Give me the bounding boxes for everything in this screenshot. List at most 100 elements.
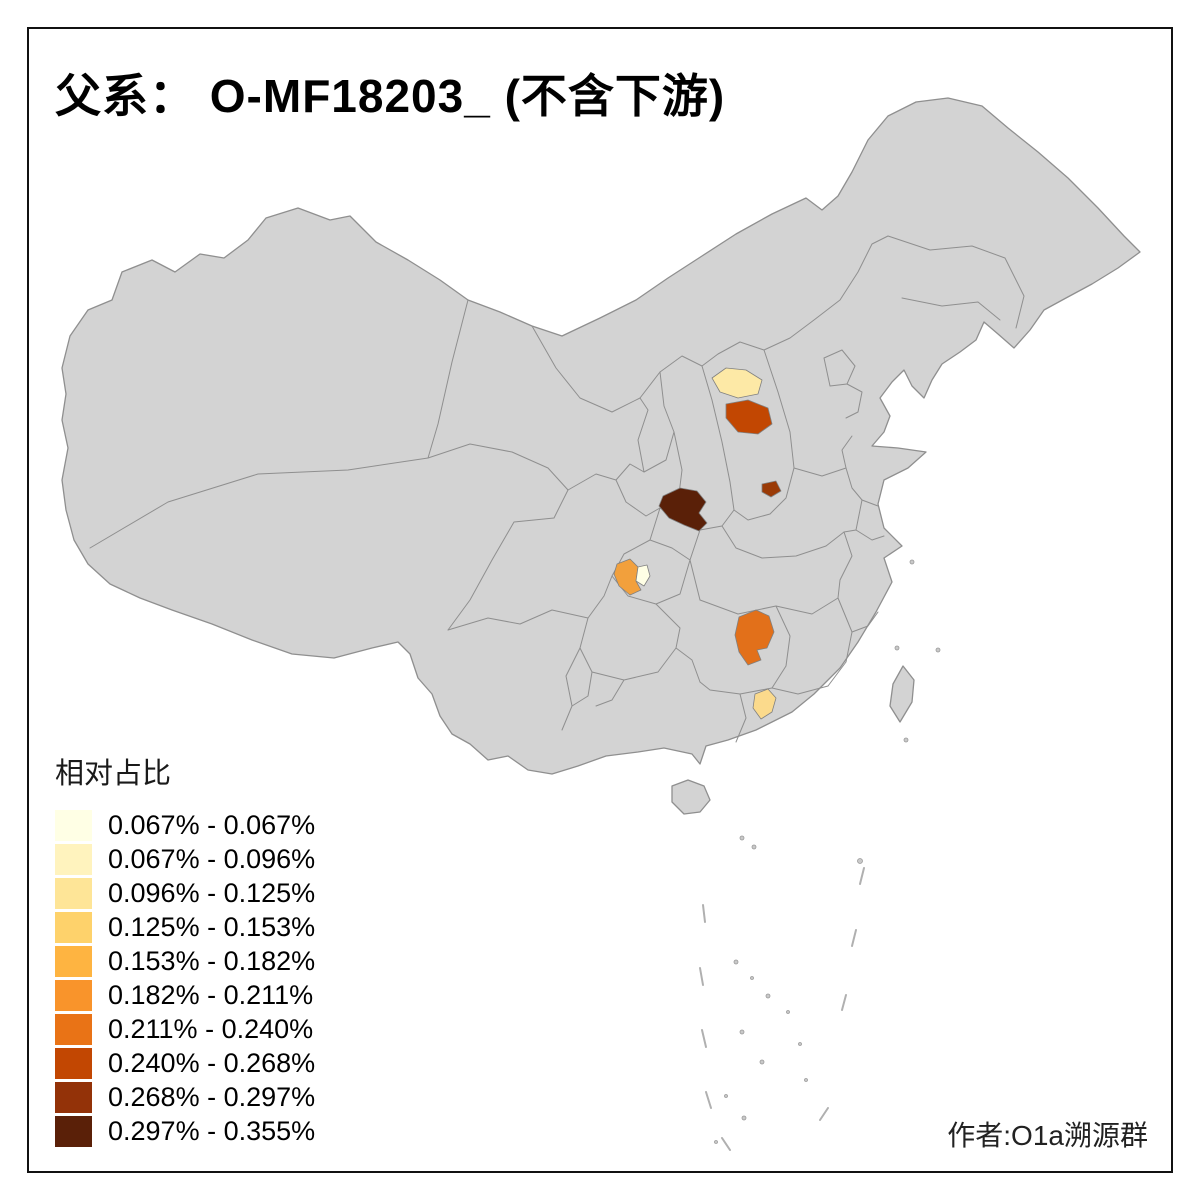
province-border — [531, 235, 889, 413]
choropleth-region — [734, 609, 775, 666]
figure-title: 父系： O-MF18203_ (不含下游) — [55, 70, 726, 122]
dash-segment — [702, 904, 706, 923]
dash-segment — [721, 1137, 731, 1151]
small-island — [751, 844, 757, 850]
province-border — [837, 499, 863, 599]
choropleth-region — [711, 367, 763, 399]
province-border — [887, 235, 1025, 329]
small-island — [935, 647, 941, 653]
legend-item: 0.268% - 0.297% — [55, 1082, 315, 1113]
legend-swatch — [55, 810, 92, 841]
province-border — [649, 539, 691, 561]
province-border — [851, 611, 879, 633]
province-border — [637, 397, 649, 473]
dash-segment — [705, 1091, 712, 1109]
mainland-china-outline — [61, 97, 1141, 775]
choropleth-region — [725, 399, 773, 435]
dash-segment — [701, 1029, 707, 1048]
legend-item: 0.125% - 0.153% — [55, 912, 315, 943]
small-island — [739, 835, 745, 841]
legend-swatch — [55, 1082, 92, 1113]
province-border — [447, 489, 569, 631]
small-island — [724, 1094, 728, 1098]
small-island — [857, 858, 863, 864]
choropleth-region — [752, 688, 777, 720]
dash-segment — [859, 867, 865, 885]
small-island — [903, 737, 909, 743]
province-border — [427, 299, 469, 459]
province-border — [855, 529, 885, 541]
small-island — [804, 1078, 808, 1082]
legend-item: 0.211% - 0.240% — [55, 1014, 315, 1045]
province-border — [699, 681, 773, 695]
highlighted-regions — [613, 367, 782, 720]
legend-item: 0.067% - 0.067% — [55, 810, 315, 841]
legend-swatch — [55, 946, 92, 977]
legend-swatch — [55, 844, 92, 875]
small-island — [750, 976, 754, 980]
small-island — [894, 645, 900, 651]
province-border — [427, 443, 569, 491]
province-border — [571, 671, 593, 707]
small-island — [739, 1029, 745, 1035]
province-border — [579, 603, 681, 681]
province-border — [771, 605, 791, 689]
legend-item: 0.096% - 0.125% — [55, 878, 315, 909]
choropleth-region — [761, 480, 782, 498]
land-masses — [61, 97, 1141, 815]
choropleth-region — [613, 558, 642, 596]
hainan-island — [671, 779, 711, 815]
choropleth-region — [635, 564, 651, 587]
province-border — [447, 575, 613, 631]
province-border — [721, 525, 845, 559]
legend: 相对占比 0.067% - 0.067% 0.067% - 0.096% 0.096… — [55, 750, 315, 1150]
small-island — [733, 959, 739, 965]
province-borders — [89, 235, 1025, 743]
dash-segment — [819, 1107, 829, 1121]
legend-item: 0.297% - 0.355% — [55, 1116, 315, 1147]
province-border — [901, 297, 1001, 321]
legend-item: 0.240% - 0.268% — [55, 1048, 315, 1079]
small-island — [909, 559, 915, 565]
province-border — [845, 467, 879, 507]
dash-segment — [851, 929, 857, 947]
small-island — [759, 1059, 765, 1065]
legend-label: 0.153% - 0.182% — [108, 946, 316, 976]
legend-swatch — [55, 980, 92, 1011]
legend-swatch — [55, 878, 92, 909]
dash-segment — [841, 994, 847, 1011]
legend-label: 0.182% - 0.211% — [108, 980, 314, 1010]
province-border — [675, 365, 735, 531]
province-border — [89, 457, 429, 549]
province-border — [561, 647, 581, 731]
province-border — [823, 349, 856, 387]
legend-items: 0.067% - 0.067% 0.067% - 0.096% 0.096% - 0… — [55, 810, 315, 1147]
legend-item: 0.067% - 0.096% — [55, 844, 315, 875]
choropleth-region — [658, 487, 708, 532]
legend-label: 0.067% - 0.067% — [108, 810, 316, 840]
legend-label: 0.211% - 0.240% — [108, 1014, 314, 1044]
small-island — [798, 1042, 802, 1046]
dash-segment — [699, 967, 704, 986]
legend-swatch — [55, 1014, 92, 1045]
province-border — [735, 693, 747, 743]
nine-dash-line — [699, 867, 865, 1151]
legend-label: 0.240% - 0.268% — [108, 1048, 316, 1078]
legend-title: 相对占比 — [55, 758, 172, 790]
province-border — [771, 685, 829, 695]
province-border — [595, 679, 625, 707]
legend-swatch — [55, 1048, 92, 1079]
taiwan-island — [889, 665, 915, 723]
legend-swatch — [55, 912, 92, 943]
legend-label: 0.125% - 0.153% — [108, 912, 316, 942]
province-border — [845, 383, 863, 419]
legend-swatch — [55, 1116, 92, 1147]
small-island — [765, 993, 771, 999]
sea-islands — [714, 559, 941, 1144]
legend-label: 0.268% - 0.297% — [108, 1082, 316, 1112]
small-island — [714, 1140, 718, 1144]
legend-item: 0.182% - 0.211% — [55, 980, 315, 1011]
small-island — [786, 1010, 790, 1014]
